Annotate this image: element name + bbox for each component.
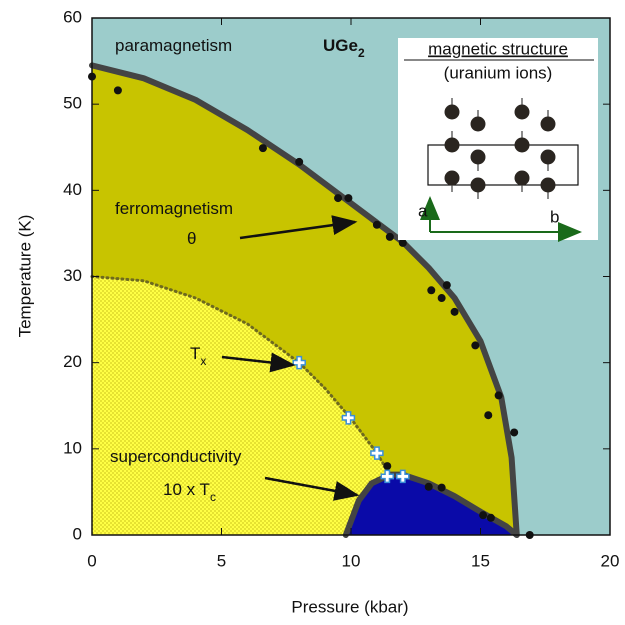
annotation-text: ferromagnetism: [115, 199, 233, 218]
data-point: [510, 428, 518, 436]
data-point: [425, 483, 433, 491]
atom: [515, 105, 530, 120]
atom: [471, 117, 486, 132]
x-axis-label: Pressure (kbar): [291, 597, 408, 616]
data-point: [479, 511, 487, 519]
axis-b-label: b: [550, 207, 559, 226]
y-tick-label: 0: [73, 524, 82, 543]
atom: [515, 138, 530, 153]
y-tick-label: 30: [63, 266, 82, 285]
y-tick-label: 10: [63, 438, 82, 457]
data-point: [383, 462, 391, 470]
atom: [541, 178, 556, 193]
annotation-text: 10 x T: [163, 480, 210, 499]
data-point: [344, 194, 352, 202]
atom: [471, 178, 486, 193]
data-point: [487, 514, 495, 522]
atom: [541, 150, 556, 165]
data-point: [386, 233, 394, 241]
inset-title: magnetic structure: [428, 39, 568, 58]
atom: [445, 105, 460, 120]
data-point: [495, 391, 503, 399]
x-tick-label: 10: [342, 551, 361, 570]
data-point: [471, 341, 479, 349]
axis-a-label: a: [418, 201, 428, 220]
chart: paramagnetism UGe2 ferromagnetism θ Tx superc…: [0, 0, 625, 625]
annotation: ferromagnetism: [115, 199, 233, 218]
atom: [471, 150, 486, 165]
y-tick-label: 60: [63, 7, 82, 26]
annotation-text: UGe: [323, 36, 358, 55]
y-tick-label: 20: [63, 352, 82, 371]
data-point: [399, 239, 407, 247]
data-point: [295, 158, 303, 166]
x-tick-label: 5: [217, 551, 226, 570]
atom: [541, 117, 556, 132]
data-point: [334, 194, 342, 202]
inset-subtitle: (uranium ions): [444, 63, 553, 82]
annotation-subscript: 2: [358, 46, 365, 60]
data-point: [443, 281, 451, 289]
data-point: [438, 294, 446, 302]
data-point: [451, 308, 459, 316]
annotation-text: superconductivity: [110, 447, 242, 466]
atom: [515, 171, 530, 186]
annotation-subscript: c: [210, 490, 216, 504]
annotation: superconductivity: [110, 447, 242, 466]
atom: [445, 138, 460, 153]
x-tick-label: 15: [471, 551, 490, 570]
inset: magnetic structure (uranium ions) a b: [398, 38, 598, 240]
atom: [445, 171, 460, 186]
data-point: [438, 484, 446, 492]
y-tick-label: 50: [63, 94, 82, 113]
annotation: paramagnetism: [115, 36, 232, 55]
x-tick-label: 20: [601, 551, 620, 570]
data-point: [373, 221, 381, 229]
annotation: θ: [187, 229, 196, 248]
y-tick-label: 40: [63, 180, 82, 199]
y-axis-label: Temperature (K): [15, 215, 34, 338]
data-point: [484, 411, 492, 419]
annotation-subscript: x: [200, 354, 206, 368]
data-point: [114, 86, 122, 94]
x-tick-label: 0: [87, 551, 96, 570]
annotation-text: paramagnetism: [115, 36, 232, 55]
data-point: [259, 144, 267, 152]
data-point: [427, 286, 435, 294]
annotation-text: T: [190, 344, 200, 363]
annotation-text: θ: [187, 229, 196, 248]
